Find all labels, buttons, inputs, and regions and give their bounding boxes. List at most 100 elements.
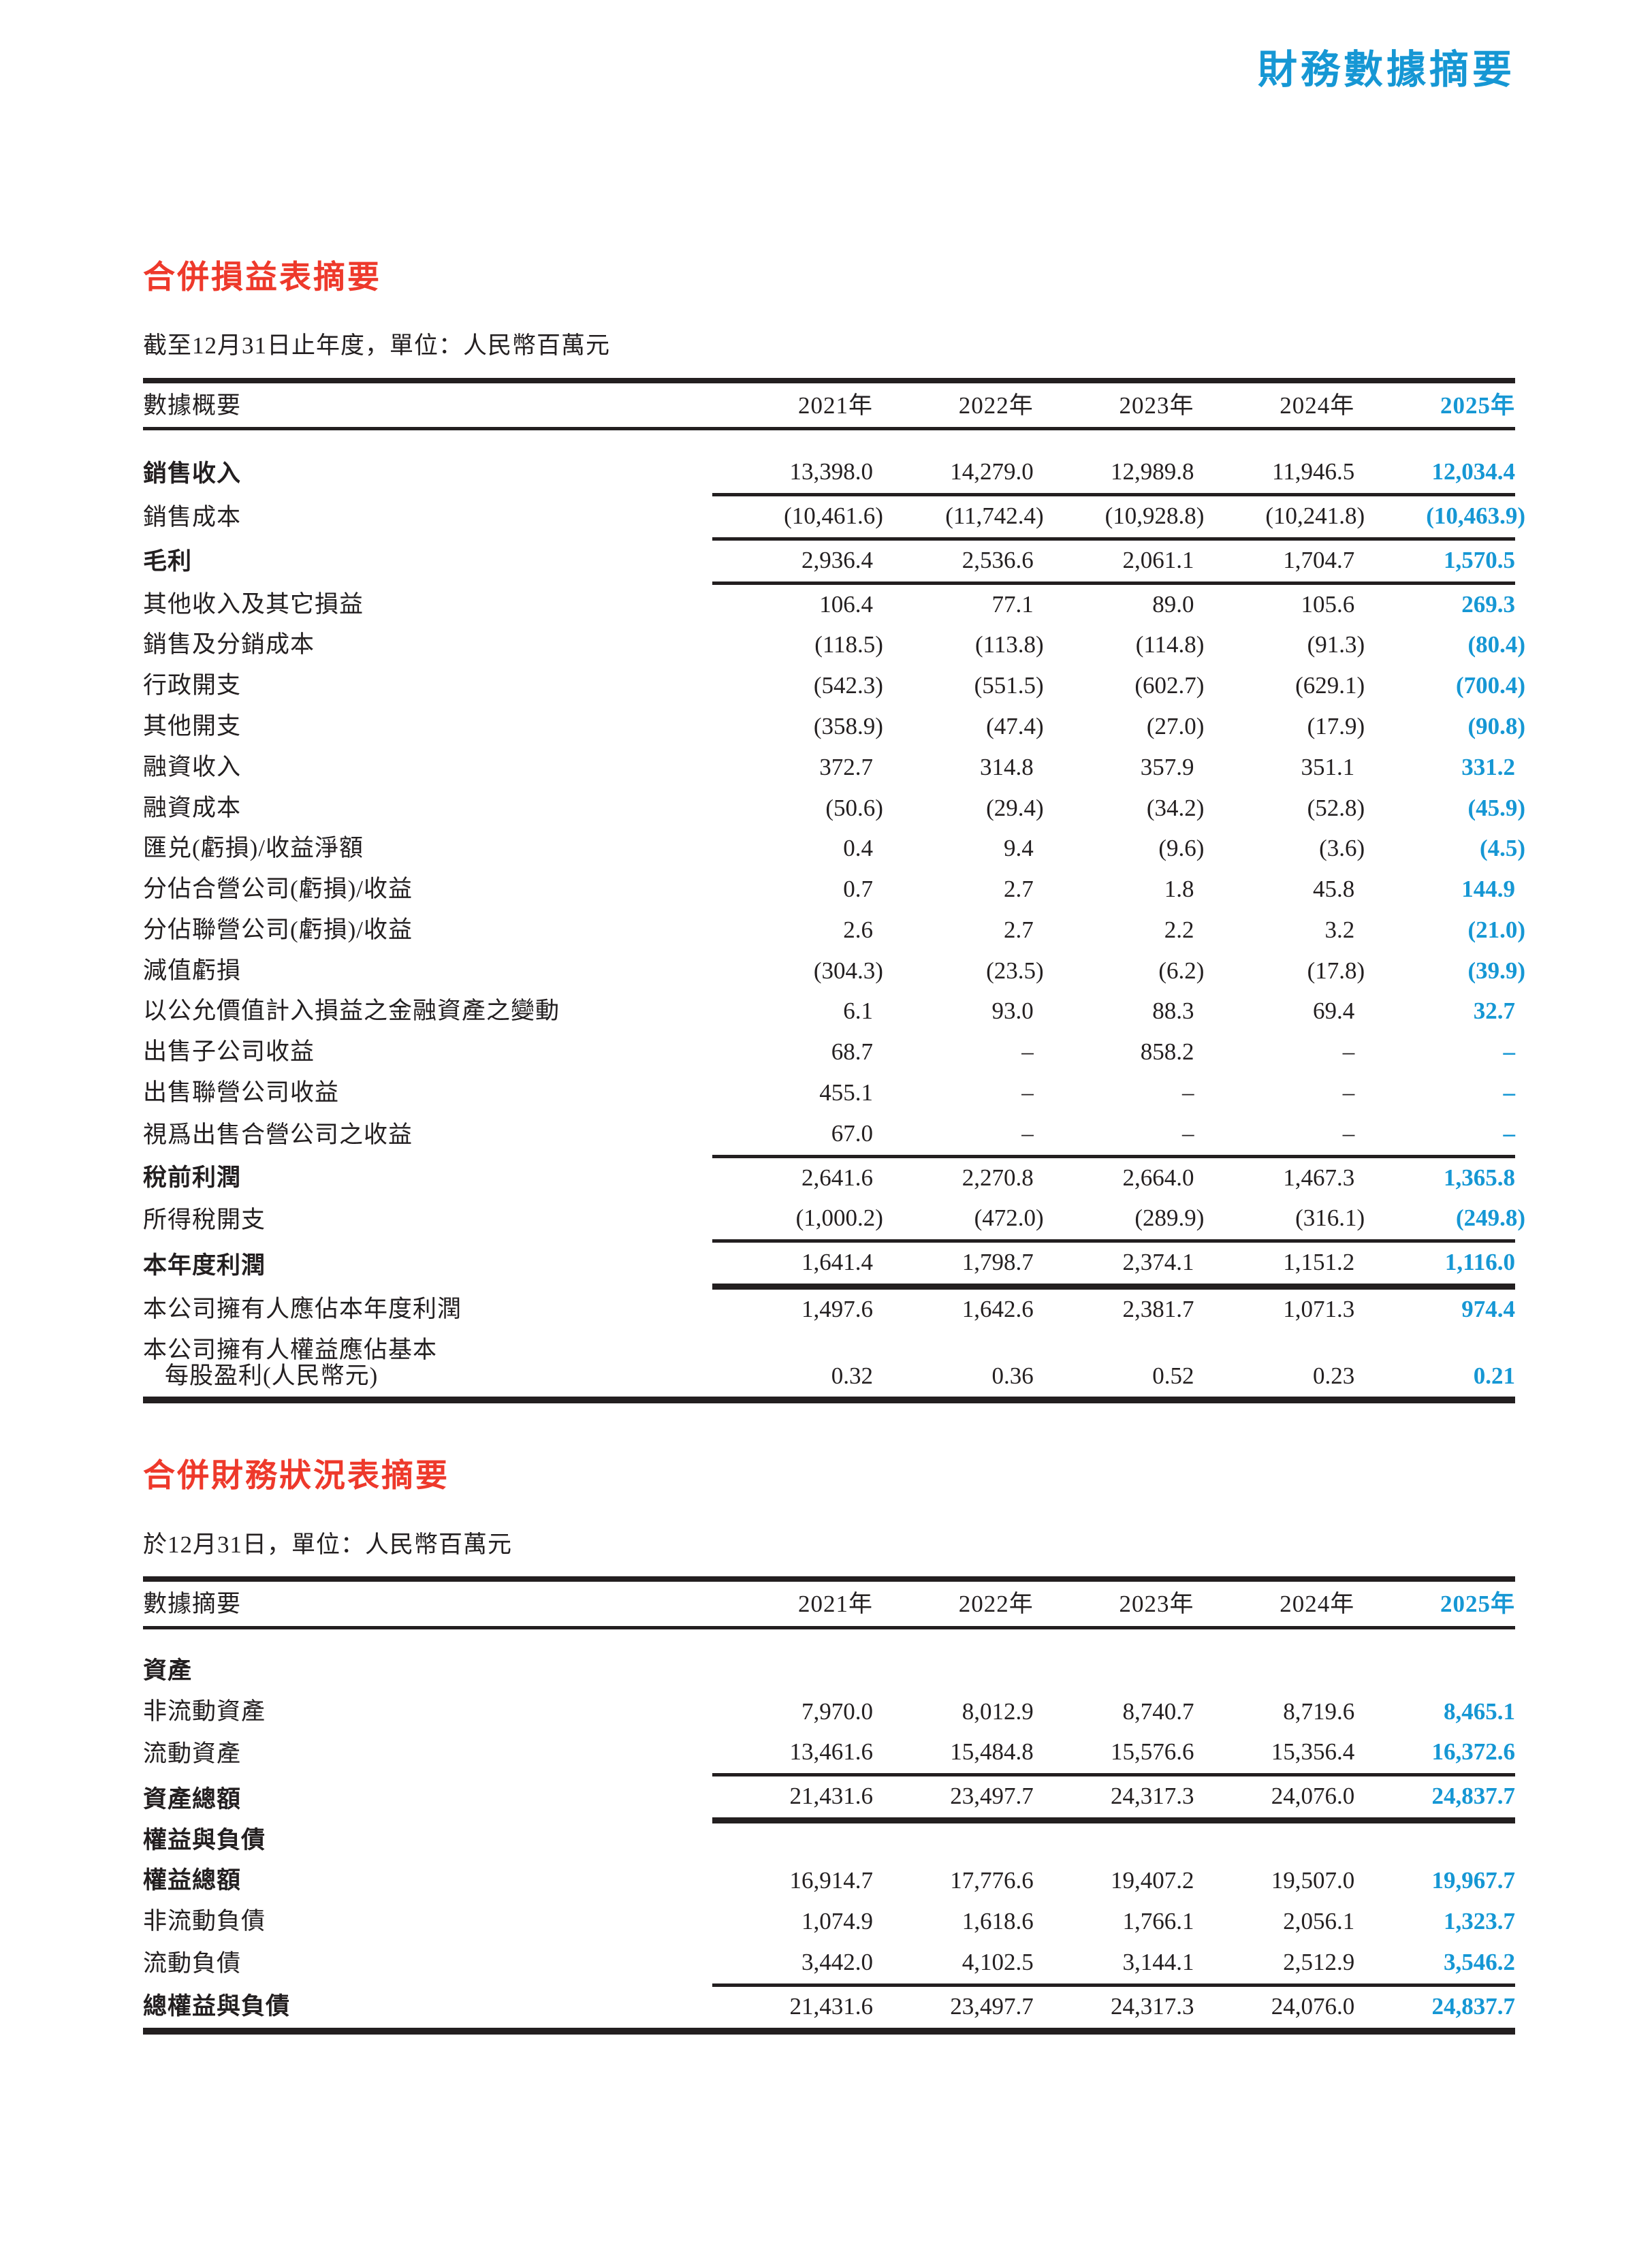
value-cell: 2.7 [1003, 916, 1034, 943]
value-cell: 2.6 [843, 916, 873, 943]
value-cell: (6.2) [1158, 957, 1205, 984]
value-cell: 0.23 [1194, 1330, 1355, 1404]
value-cell: 8,465.1 [1444, 1698, 1515, 1725]
row-label: 本年度利潤 [143, 1252, 266, 1279]
value-cell: (3.6) [1319, 835, 1365, 862]
value-cell: 17,776.6 [950, 1867, 1034, 1894]
table-row: 其他開支 (358.9) (47.4) (27.0) (17.9) (90.8) [143, 707, 1525, 748]
value-cell: 2,381.7 [1122, 1296, 1194, 1323]
table-row: 權益與負債 [143, 1821, 1515, 1862]
value-cell: (27.0) [1146, 712, 1205, 739]
year-column-header: 2022年 [872, 380, 1034, 431]
value-cell: 14,279.0 [872, 428, 1034, 496]
table-row: 銷售及分銷成本 (118.5) (113.8) (114.8) (91.3) (80.4) [143, 625, 1525, 666]
table-row: 出售子公司收益 68.7 – 858.2 – – [143, 1032, 1515, 1073]
value-cell: 13,461.6 [712, 1732, 873, 1777]
row-label: 分佔聯營公司(虧損)/收益 [143, 916, 413, 943]
value-cell: – [872, 1113, 1034, 1158]
value-cell: 23,497.7 [872, 1985, 1034, 2035]
value-cell: (4.5) [1479, 835, 1525, 862]
value-cell: 2,056.1 [1283, 1908, 1355, 1935]
value-cell: 1,704.7 [1194, 539, 1355, 585]
table-row: 出售聯營公司收益 455.1 – – – – [143, 1073, 1515, 1114]
table-row: 銷售收入 13,398.0 14,279.0 12,989.8 11,946.5 12,0… [143, 428, 1515, 496]
row-label: 資產總額 [143, 1785, 242, 1813]
value-cell: 24,317.3 [1033, 1985, 1194, 2035]
income-statement-table: 數據概要 2021年 2022年 2023年 2024年 2025年 銷售收入 13,398.… [143, 377, 1525, 1404]
table-row: 匯兑(虧損)/收益淨額 0.4 9.4 (9.6) (3.6) (4.5) [143, 829, 1525, 870]
value-cell: 69.4 [1312, 998, 1355, 1025]
value-cell: 1,071.3 [1283, 1296, 1355, 1323]
value-cell: 357.9 [1140, 753, 1194, 780]
value-cell: (90.8) [1467, 712, 1525, 739]
value-cell: (29.4) [986, 794, 1044, 821]
value-cell: (45.9) [1467, 794, 1525, 821]
row-label: 其他收入及其它損益 [143, 590, 364, 618]
row-label: 分佔合營公司(虧損)/收益 [143, 876, 413, 903]
table-row: 所得稅開支 (1,000.2) (472.0) (289.9) (316.1) (249.… [143, 1198, 1525, 1243]
value-cell: 1,497.6 [801, 1296, 873, 1323]
value-cell: 15,356.4 [1194, 1732, 1355, 1777]
balance-sheet-table: 數據摘要 2021年 2022年 2023年 2024年 2025年 資產 非流動資產 7,97… [143, 1576, 1515, 2035]
income-statement-subtitle: 截至12月31日止年度，單位：人民幣百萬元 [143, 332, 611, 360]
value-cell: 24,317.3 [1033, 1774, 1194, 1824]
value-cell: (551.5) [974, 672, 1044, 699]
value-cell: (629.1) [1295, 672, 1365, 699]
row-label: 視爲出售合營公司之收益 [143, 1121, 413, 1149]
value-cell: 1,798.7 [872, 1241, 1034, 1290]
value-cell: 0.52 [1033, 1330, 1194, 1404]
value-cell [1194, 1627, 1354, 1691]
value-cell: 3,442.0 [712, 1942, 873, 1987]
year-column-header: 2024年 [1194, 380, 1355, 431]
table-row: 總權益與負債 21,431.6 23,497.7 24,317.3 24,076.0 24… [143, 1985, 1515, 2035]
value-cell: (316.1) [1194, 1198, 1365, 1243]
value-cell: 77.1 [991, 590, 1034, 618]
value-cell: (52.8) [1307, 794, 1365, 821]
table-row: 本公司擁有人權益應佔基本 每股盈利(人民幣元) 0.32 0.36 0.52 0.23 0.… [143, 1330, 1515, 1404]
value-cell: (9.6) [1158, 835, 1205, 862]
value-cell: (91.3) [1307, 631, 1365, 658]
value-cell: – [1354, 1113, 1515, 1158]
value-cell: 1,766.1 [1122, 1908, 1194, 1935]
value-cell: – [1021, 1038, 1034, 1066]
value-cell: (34.2) [1146, 794, 1205, 821]
value-cell: 3.2 [1324, 916, 1355, 943]
table-row: 毛利 2,936.4 2,536.6 2,061.1 1,704.7 1,570.5 [143, 539, 1515, 585]
value-cell: – [1503, 1079, 1516, 1106]
value-cell: 2,512.9 [1194, 1942, 1355, 1987]
table-header-row: 數據概要 2021年 2022年 2023年 2024年 2025年 [143, 380, 1515, 431]
value-cell: 105.6 [1301, 590, 1355, 618]
value-cell: 1,074.9 [801, 1908, 873, 1935]
table-row: 流動負債 3,442.0 4,102.5 3,144.1 2,512.9 3,546.2 [143, 1942, 1515, 1987]
value-cell: 21,431.6 [712, 1985, 873, 2035]
income-statement-section: 合併損益表摘要 截至12月31日止年度，單位：人民幣百萬元 數據概要 2021年 2… [143, 260, 1525, 1404]
value-cell: 13,398.0 [712, 428, 873, 496]
table-row: 資產總額 21,431.6 23,497.7 24,317.3 24,076.0 24,8… [143, 1774, 1515, 1824]
value-cell: 16,372.6 [1354, 1732, 1515, 1777]
value-cell: 1,642.6 [962, 1296, 1034, 1323]
row-label: 融資收入 [143, 753, 242, 780]
value-cell: 0.7 [843, 876, 873, 903]
value-cell: 351.1 [1301, 753, 1355, 780]
value-cell: 12,034.4 [1354, 428, 1515, 496]
value-cell: (10,928.8) [1033, 494, 1204, 541]
value-cell: (10,461.6) [712, 494, 883, 541]
value-cell: 7,970.0 [801, 1698, 873, 1725]
row-label: 出售聯營公司收益 [143, 1079, 340, 1106]
balance-sheet-section: 合併財務狀況表摘要 於12月31日，單位：人民幣百萬元 數據摘要 2021年 202… [143, 1459, 1515, 2035]
table-row: 視爲出售合營公司之收益 67.0– – – – [143, 1113, 1515, 1158]
value-cell [873, 1627, 1034, 1691]
value-cell: 1,116.0 [1354, 1241, 1515, 1290]
table-row: 以公允價值計入損益之金融資產之變動 6.1 93.0 88.3 69.4 32.7 [143, 991, 1515, 1032]
value-cell: 45.8 [1312, 876, 1355, 903]
balance-sheet-subtitle: 於12月31日，單位：人民幣百萬元 [143, 1531, 513, 1559]
value-cell: – [1342, 1079, 1355, 1106]
value-cell [1354, 1627, 1515, 1691]
value-cell: – [1503, 1038, 1516, 1066]
value-cell: – [1194, 1113, 1355, 1158]
value-cell: 9.4 [1003, 835, 1034, 862]
row-label: 權益總額 [143, 1867, 242, 1894]
year-column-header: 2025年 [1354, 380, 1515, 431]
table-row: 融資收入 372.7 314.8 357.9 351.1 331.2 [143, 748, 1515, 788]
value-cell: 8,719.6 [1283, 1698, 1355, 1725]
